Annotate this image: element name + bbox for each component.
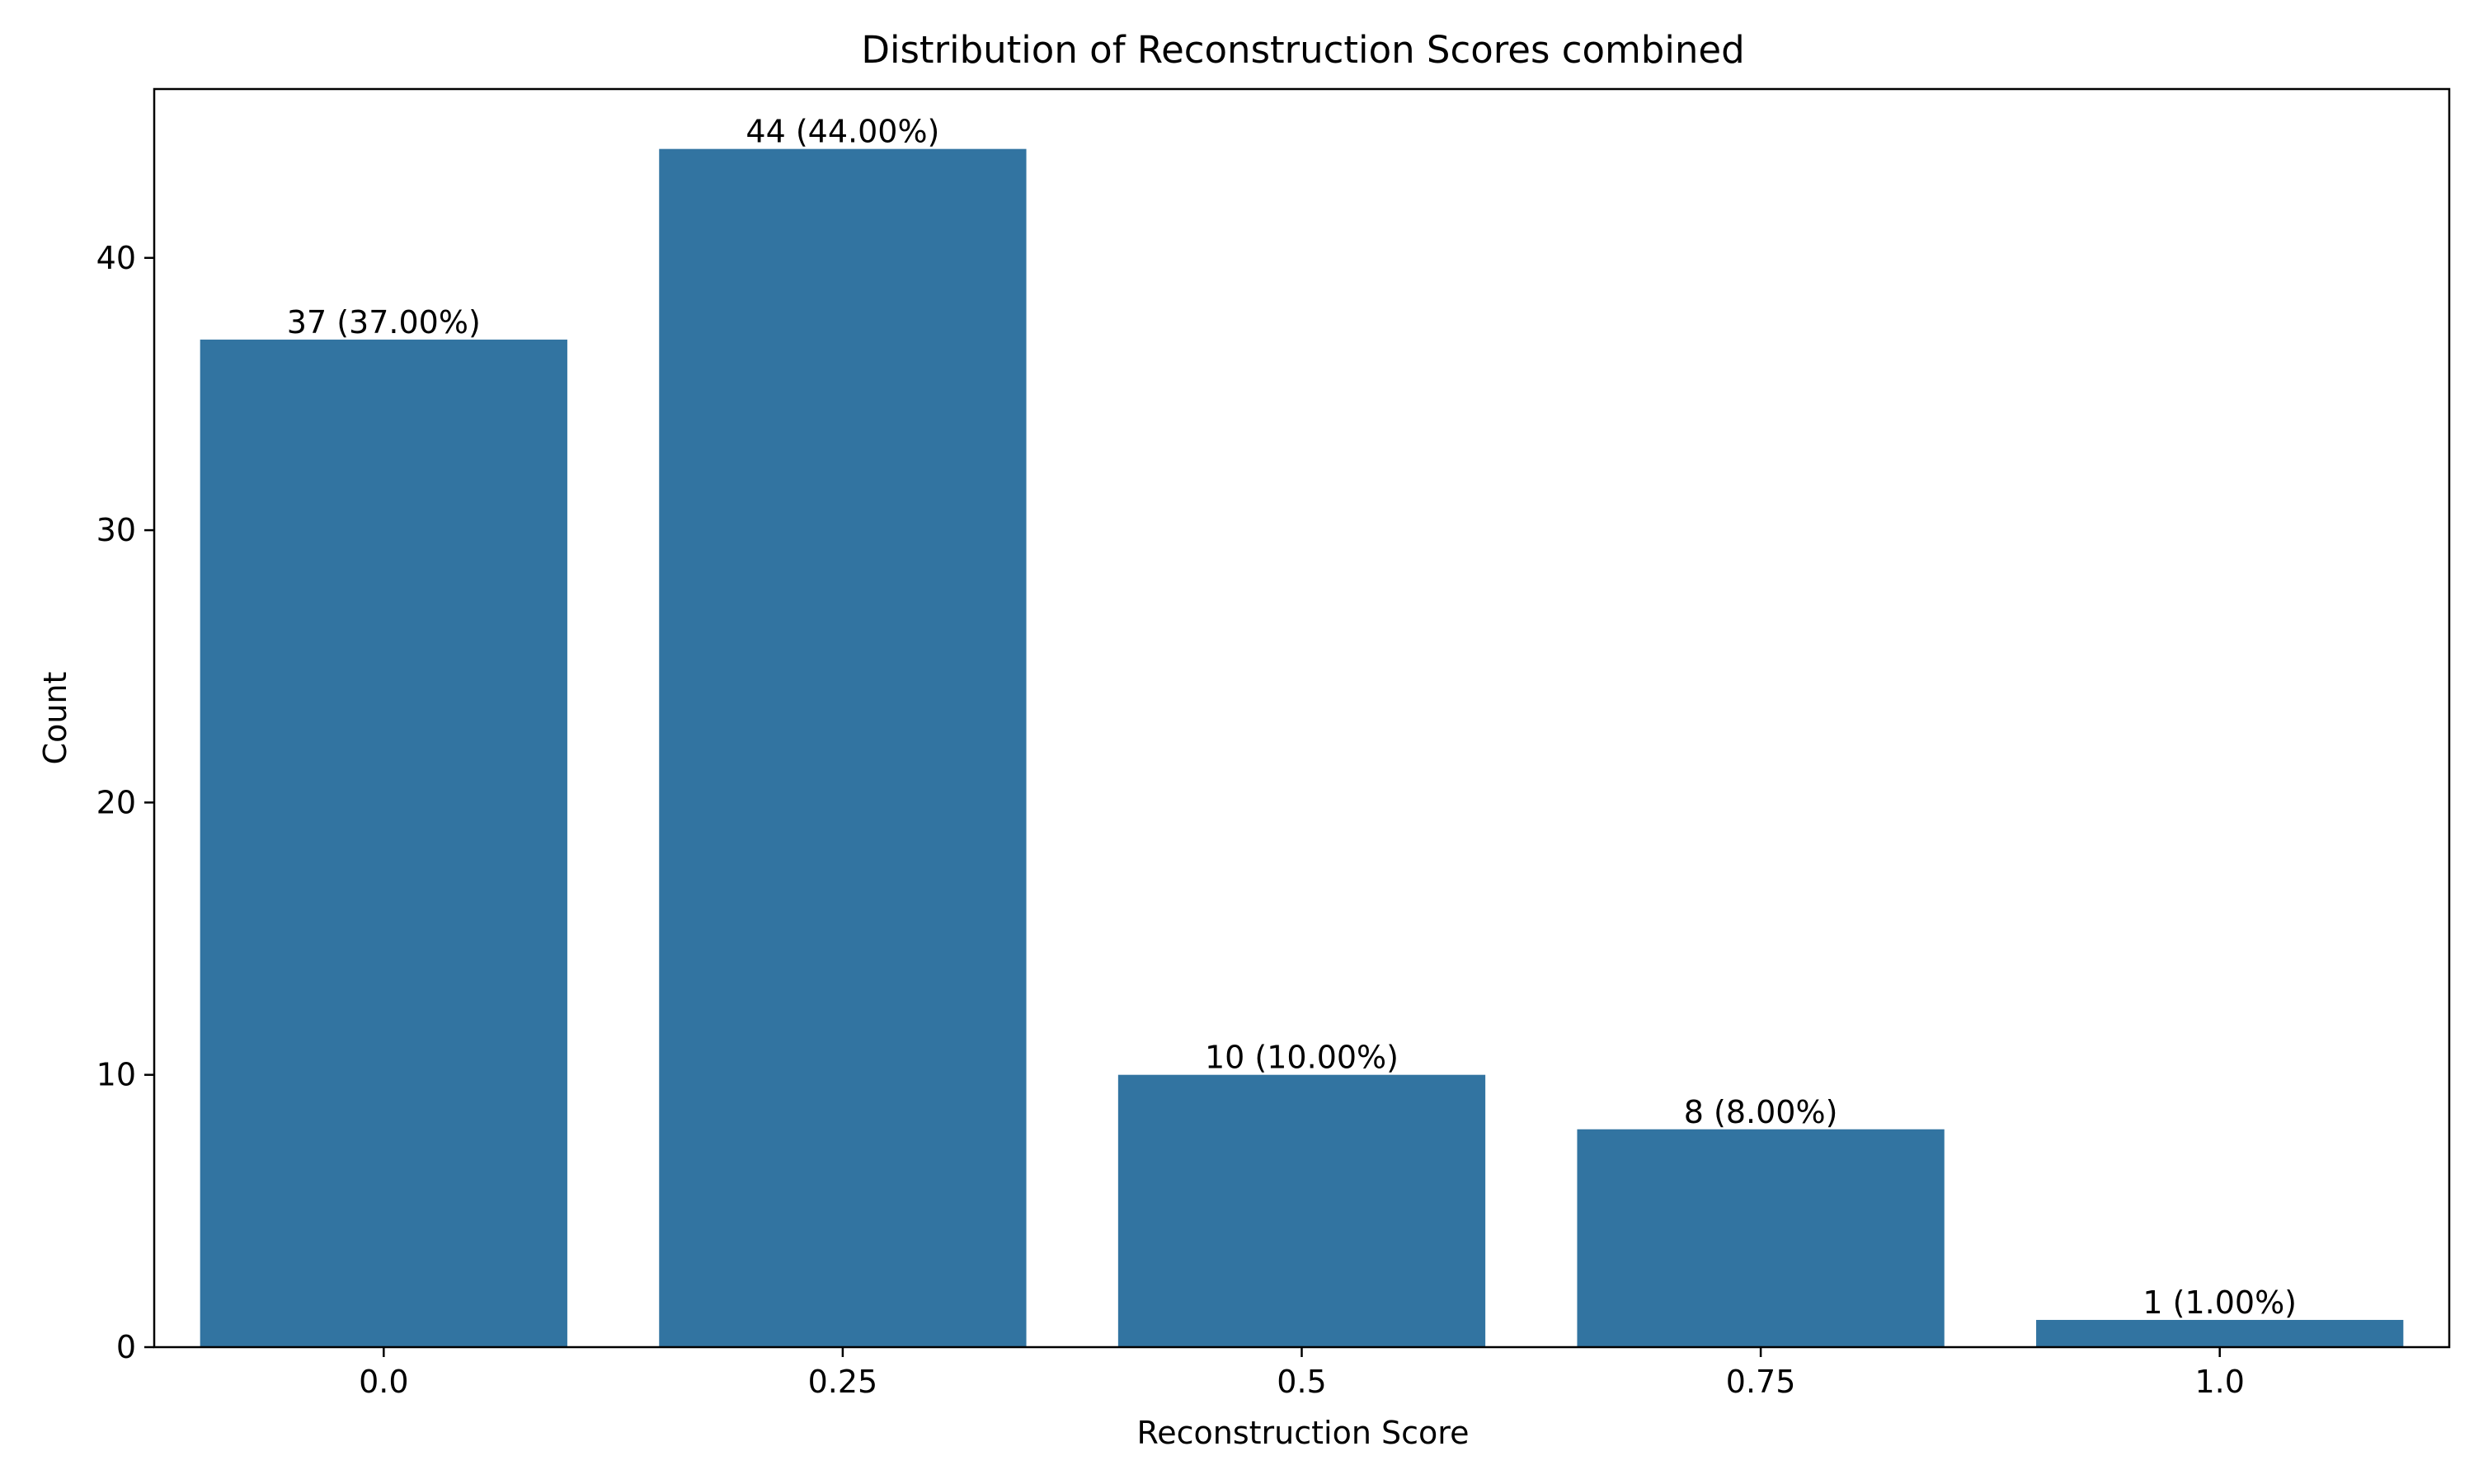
x-tick-label: 0.75 <box>1726 1364 1796 1400</box>
y-tick-label: 0 <box>116 1329 136 1365</box>
plot-frame <box>153 87 2451 1349</box>
x-axis-ticks: 0.0 0.25 0.5 0.75 1.0 <box>359 1347 2245 1400</box>
bar <box>2036 1319 2404 1347</box>
x-tick-label: 0.25 <box>808 1364 878 1400</box>
bar-value-label: 1 (1.00%) <box>2142 1284 2297 1321</box>
bar-value-label: 8 (8.00%) <box>1684 1094 1838 1130</box>
x-tick-label: 1.0 <box>2194 1364 2244 1400</box>
y-tick-label: 30 <box>96 512 136 548</box>
bar <box>1117 1074 1486 1347</box>
bar-value-label: 10 (10.00%) <box>1205 1040 1399 1076</box>
bars-layer <box>200 148 2404 1348</box>
y-tick-label: 10 <box>96 1057 136 1093</box>
y-axis-label: Count <box>37 672 73 765</box>
bar-value-label: 37 (37.00%) <box>287 304 481 340</box>
chart-title: Distribution of Reconstruction Scores co… <box>861 28 1744 72</box>
x-tick-label: 0.0 <box>359 1364 408 1400</box>
y-axis-ticks: 0 10 20 30 40 <box>96 240 154 1365</box>
x-tick-label: 0.5 <box>1277 1364 1326 1400</box>
bar-labels-layer: 37 (37.00%) 44 (44.00%) 10 (10.00%) 8 (8.00… <box>287 114 2297 1321</box>
bar <box>200 339 567 1347</box>
bar <box>1577 1129 1945 1347</box>
y-tick-label: 20 <box>96 784 136 820</box>
y-tick-label: 40 <box>96 240 136 276</box>
x-axis-label: Reconstruction Score <box>1137 1415 1470 1451</box>
bar-value-label: 44 (44.00%) <box>745 114 939 150</box>
bar <box>659 148 1027 1348</box>
